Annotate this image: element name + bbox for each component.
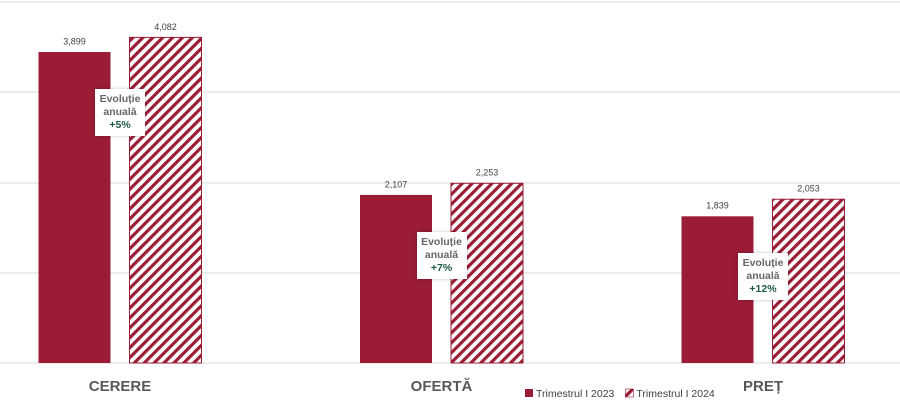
annotation: Evoluție anuală +7% — [416, 231, 467, 279]
data-label: 3,899 — [63, 36, 86, 46]
data-label: 4,082 — [154, 22, 177, 32]
data-label: 2,253 — [476, 168, 499, 178]
bar — [129, 36, 202, 364]
x-tick-label: PREȚ — [743, 378, 783, 395]
annotation-text: Evoluție anuală — [99, 92, 141, 118]
legend-swatch — [625, 388, 634, 398]
legend-label: Trimestrul I 2024 — [636, 388, 715, 400]
annotation: Evoluție anuală +5% — [95, 88, 145, 136]
annotation-text: Evoluție anuală — [421, 235, 462, 261]
annotation: Evoluție anuală +12% — [738, 253, 788, 301]
legend-label: Trimestrul I 2023 — [536, 388, 615, 400]
data-label: 2,107 — [385, 179, 408, 189]
annotation-change: +12% — [749, 283, 777, 296]
legend-swatch — [525, 389, 533, 397]
bar — [360, 194, 432, 363]
annotation-change: +7% — [430, 261, 453, 274]
x-tick-label: OFERTĂ — [411, 378, 473, 395]
data-label: 2,053 — [797, 184, 820, 194]
data-label: 1,839 — [706, 201, 729, 211]
annotation-change: +5% — [109, 118, 131, 131]
annotation-text: Evoluție anuală — [742, 257, 784, 283]
x-tick-label: CERERE — [89, 378, 152, 395]
